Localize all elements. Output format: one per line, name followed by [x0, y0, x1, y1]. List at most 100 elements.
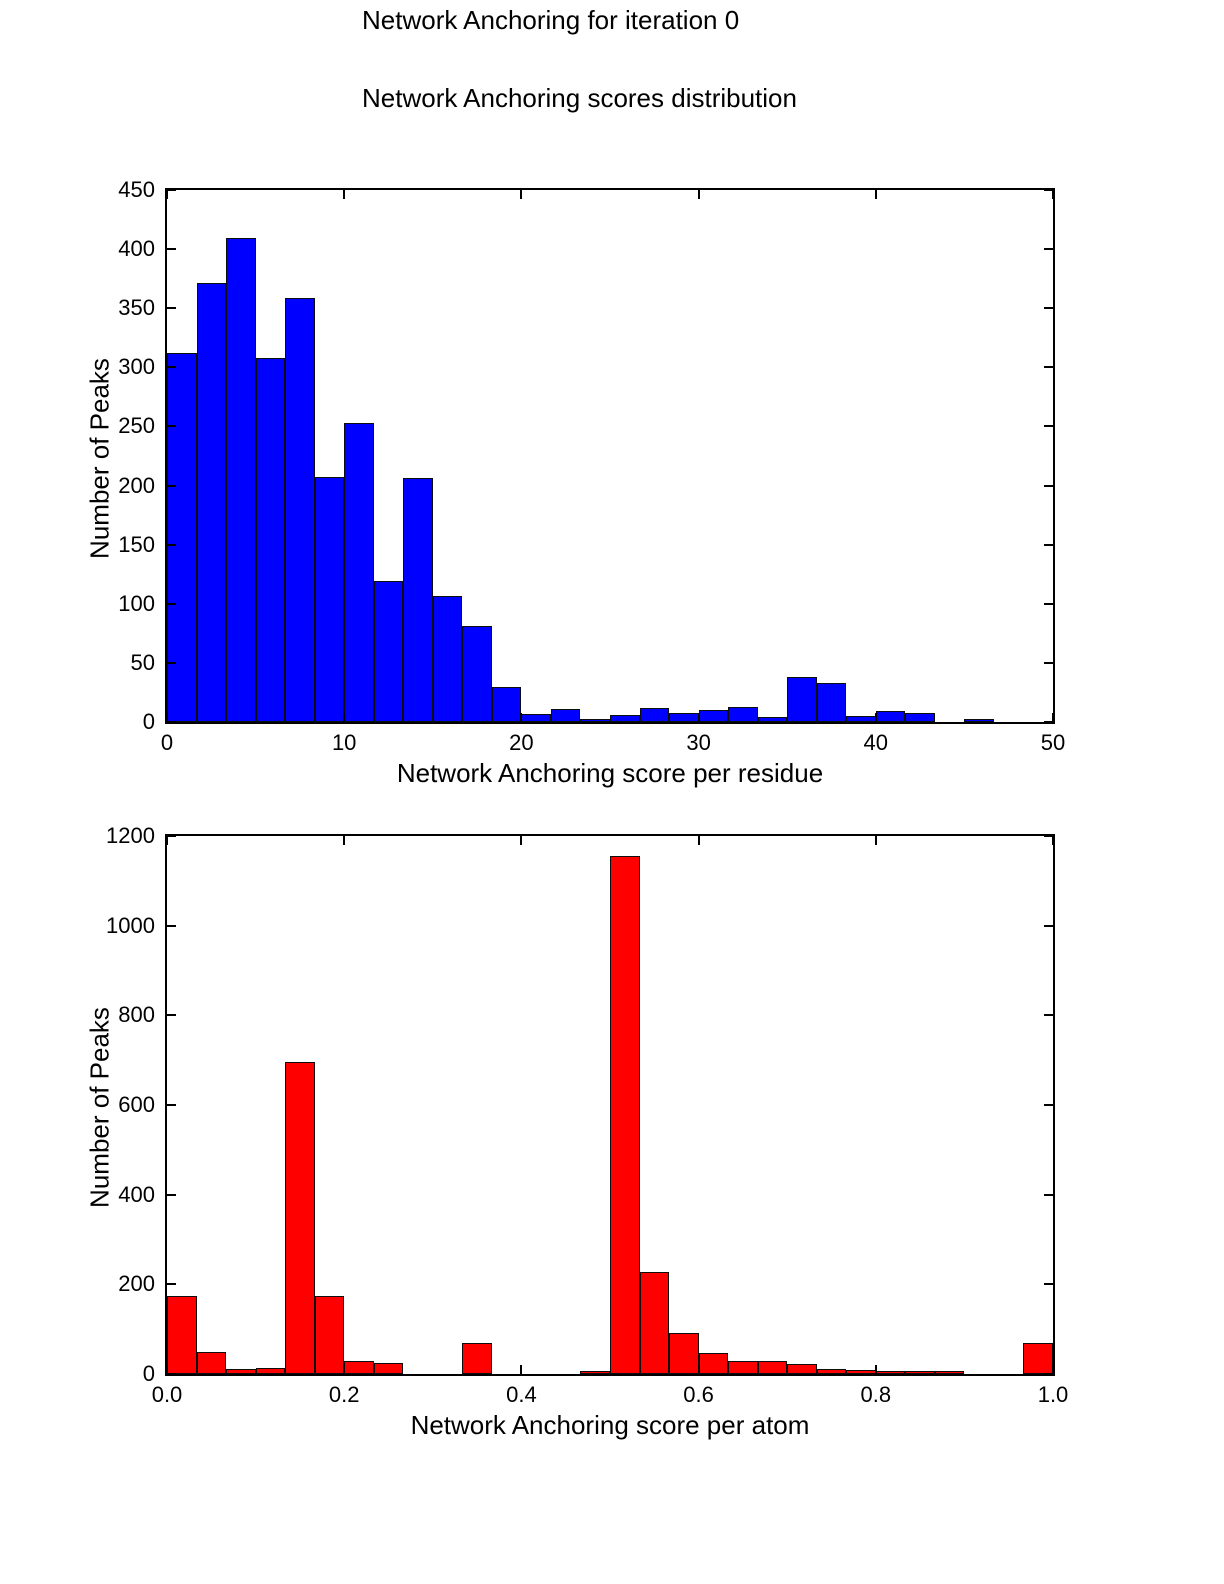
figure-subtitle: Network Anchoring scores distribution: [362, 83, 797, 113]
histogram-bar: [816, 1368, 847, 1374]
histogram-bar: [226, 1369, 256, 1374]
histogram-bar: [787, 1364, 817, 1374]
y-tick-mark: [167, 1104, 176, 1106]
histogram-bar: [255, 357, 286, 722]
y-tick-label: 200: [118, 1271, 155, 1297]
histogram-bar: [226, 238, 256, 722]
x-tick-mark: [520, 190, 523, 199]
residue-x-axis-label: Network Anchoring score per residue: [396, 758, 824, 788]
histogram-bar: [875, 1371, 906, 1374]
y-tick-mark: [1044, 248, 1053, 251]
x-tick-mark: [520, 836, 523, 845]
y-tick-mark: [1044, 484, 1053, 487]
x-tick-mark: [697, 713, 700, 722]
y-tick-label: 400: [118, 236, 155, 262]
histogram-bar: [550, 709, 581, 722]
x-tick-label: 40: [863, 730, 889, 755]
histogram-bar: [314, 1295, 345, 1374]
histogram-bar: [462, 1342, 492, 1374]
x-tick-mark: [1052, 713, 1054, 722]
x-tick-label: 0.2: [328, 1382, 360, 1407]
histogram-bar: [698, 1353, 729, 1374]
x-tick-label: 0.4: [506, 1382, 537, 1407]
y-tick-mark: [167, 661, 176, 664]
histogram-bar: [846, 716, 876, 722]
histogram-bar: [491, 686, 522, 722]
x-tick-mark: [520, 713, 523, 722]
histogram-bar: [905, 712, 935, 722]
y-tick-label: 200: [118, 472, 155, 498]
atom-x-axis-label: Network Anchoring score per atom: [410, 1410, 810, 1440]
y-tick-mark: [167, 484, 176, 487]
histogram-bar: [934, 1371, 965, 1374]
y-tick-mark: [167, 366, 176, 369]
x-tick-mark: [874, 1365, 877, 1374]
y-tick-label: 600: [118, 1092, 155, 1117]
x-tick-mark: [697, 836, 700, 845]
residue-plot-area: [165, 188, 1055, 724]
histogram-bar: [196, 1351, 227, 1374]
x-tick-mark: [520, 1365, 523, 1374]
y-tick-mark: [167, 543, 176, 546]
histogram-bar: [521, 713, 551, 722]
histogram-bar: [432, 595, 463, 722]
y-tick-label: 250: [118, 413, 155, 439]
x-tick-mark: [697, 190, 700, 199]
y-tick-label: 300: [118, 354, 155, 380]
histogram-bar: [1023, 1342, 1053, 1374]
histogram-bar: [167, 1295, 197, 1374]
figure-title: Network Anchoring for iteration 0: [362, 5, 740, 35]
y-tick-mark: [1044, 1014, 1053, 1017]
y-tick-mark: [1044, 924, 1053, 927]
y-tick-mark: [167, 924, 176, 927]
histogram-bar: [816, 683, 847, 722]
y-tick-label: 50: [130, 649, 155, 675]
y-tick-label: 0: [142, 1361, 155, 1386]
x-tick-mark: [343, 836, 346, 845]
y-tick-mark: [1044, 1373, 1053, 1375]
histogram-bar: [344, 1361, 374, 1374]
x-tick-label: 0.0: [151, 1382, 183, 1407]
y-tick-mark: [167, 189, 176, 191]
x-tick-mark: [166, 836, 168, 845]
histogram-bar: [610, 714, 640, 722]
histogram-bar: [905, 1371, 935, 1374]
y-tick-mark: [167, 602, 176, 605]
y-tick-mark: [167, 1283, 176, 1286]
y-tick-mark: [167, 835, 176, 837]
histogram-bar: [964, 719, 994, 722]
y-tick-label: 0: [142, 709, 155, 734]
histogram-bar: [167, 353, 197, 722]
x-tick-mark: [343, 190, 346, 199]
histogram-bar: [285, 1062, 315, 1374]
y-tick-label: 350: [118, 295, 155, 321]
x-tick-label: 0.8: [860, 1382, 892, 1407]
x-tick-label: 10: [331, 730, 357, 755]
histogram-bar: [255, 1368, 286, 1374]
y-tick-mark: [1044, 366, 1053, 369]
x-tick-mark: [343, 1365, 346, 1374]
y-tick-label: 150: [118, 531, 155, 557]
histogram-bar: [285, 297, 315, 722]
histogram-bar: [875, 711, 906, 722]
y-tick-mark: [1044, 307, 1053, 310]
x-tick-mark: [874, 713, 877, 722]
y-tick-mark: [167, 425, 176, 428]
y-tick-mark: [1044, 721, 1053, 723]
histogram-bar: [669, 712, 699, 722]
histogram-bar: [639, 707, 670, 722]
y-tick-mark: [1044, 1283, 1053, 1286]
y-tick-mark: [1044, 835, 1053, 837]
x-tick-mark: [1052, 190, 1054, 199]
x-tick-mark: [697, 1365, 700, 1374]
x-tick-mark: [1052, 836, 1054, 845]
x-tick-mark: [343, 713, 346, 722]
y-tick-mark: [167, 721, 176, 723]
histogram-bar: [580, 1371, 610, 1374]
x-tick-mark: [166, 713, 168, 722]
histogram-bar: [846, 1369, 876, 1374]
y-tick-label: 100: [118, 590, 155, 616]
y-tick-mark: [1044, 189, 1053, 191]
x-tick-mark: [874, 836, 877, 845]
x-tick-mark: [874, 190, 877, 199]
